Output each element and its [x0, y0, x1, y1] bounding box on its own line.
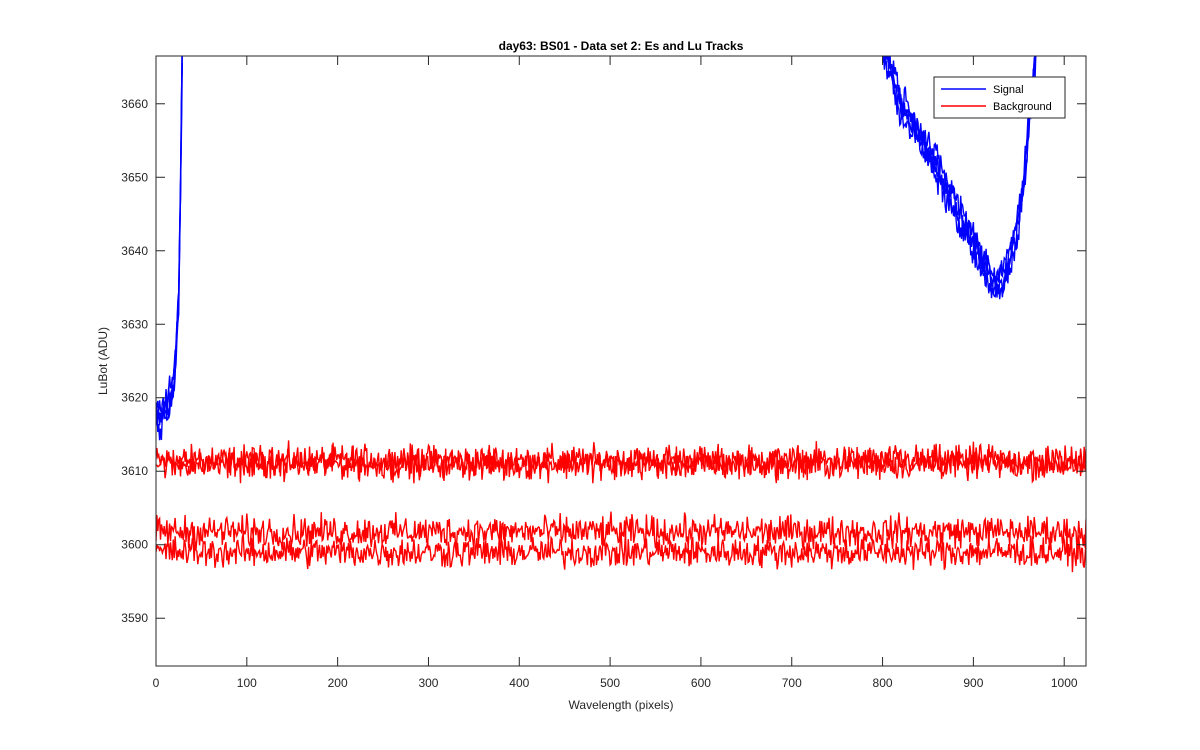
- signal-trace-4-part-1: [156, 56, 183, 419]
- background-trace-1: [156, 440, 1086, 483]
- legend: Signal Background: [933, 76, 1066, 119]
- x-tick-label: 900: [963, 676, 983, 690]
- x-tick-label: 600: [691, 676, 711, 690]
- background-trace-4: [156, 531, 1086, 573]
- x-tick-label: 1000: [1051, 676, 1078, 690]
- x-tick-label: 400: [509, 676, 529, 690]
- x-tick-label: 200: [328, 676, 348, 690]
- y-tick-label: 3600: [121, 538, 148, 552]
- x-tick-label: 800: [873, 676, 893, 690]
- y-tick-label: 3610: [121, 464, 148, 478]
- signal-trace-3-part-2: [882, 56, 1037, 291]
- x-tick-label: 100: [237, 676, 257, 690]
- legend-signal-label: Signal: [993, 84, 1024, 96]
- signal-trace-4-part-2: [887, 56, 1036, 285]
- background-trace-2: [156, 444, 1086, 484]
- y-tick-label: 3620: [121, 391, 148, 405]
- legend-background-label: Background: [993, 101, 1052, 113]
- x-tick-label: 0: [153, 676, 160, 690]
- legend-box: [933, 76, 1066, 119]
- x-tick-label: 500: [600, 676, 620, 690]
- series-layer: [156, 56, 1086, 573]
- y-axis-label: LuBot (ADU): [96, 327, 110, 395]
- y-tick-label: 3630: [121, 317, 148, 331]
- x-tick-label: 700: [782, 676, 802, 690]
- y-tick-label: 3590: [121, 611, 148, 625]
- chart-title: day63: BS01 - Data set 2: Es and Lu Trac…: [499, 39, 744, 53]
- y-tick-label: 3640: [121, 244, 148, 258]
- ticks-layer: 0 100 200 300 400 500 600 700 800 900 1000 3590 3600…: [121, 56, 1086, 690]
- y-tick-label: 3650: [121, 170, 148, 184]
- y-tick-label: 3660: [121, 97, 148, 111]
- x-tick-label: 300: [418, 676, 438, 690]
- x-axis-label: Wavelength (pixels): [569, 698, 674, 712]
- plot-area: [156, 56, 1086, 666]
- signal-trace-1-part-1: [156, 63, 183, 441]
- axes-box: [155, 55, 1087, 667]
